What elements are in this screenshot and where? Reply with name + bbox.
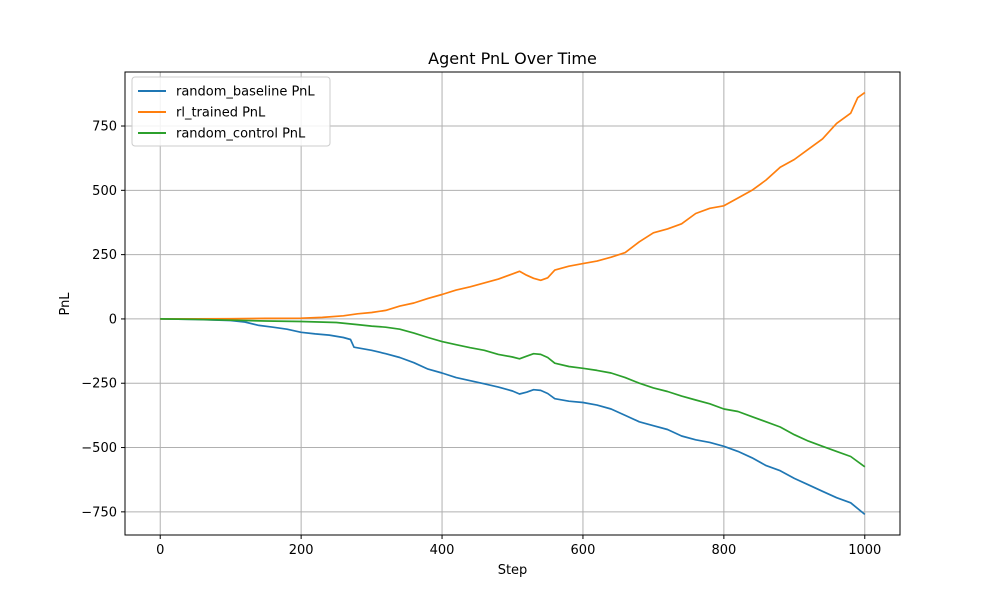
series-line-rl-trained-pnl [160, 91, 866, 320]
y-tick-label: −250 [81, 377, 117, 392]
grid-lines [125, 72, 900, 535]
chart-title: Agent PnL Over Time [428, 49, 597, 68]
x-tick-label: 200 [289, 543, 314, 558]
y-tick-label: −500 [81, 441, 117, 456]
legend-entry: random_baseline PnL [176, 85, 315, 100]
legend-entry: rl_trained PnL [176, 106, 266, 121]
y-tick-label: 250 [92, 248, 117, 263]
axis-ticks: 0 200 400 600 800 1000 −750 −500 −250 0 250 500 750 [81, 120, 881, 558]
x-tick-label: 800 [711, 543, 736, 558]
y-tick-label: 500 [92, 184, 117, 199]
series-line-random-control-pnl [160, 318, 866, 468]
y-axis-label: PnL [58, 292, 73, 316]
legend: random_baseline PnL rl_trained PnL random_… [131, 76, 331, 147]
y-tick-label: 750 [92, 120, 117, 135]
series-line-random-baseline-pnl [160, 318, 866, 516]
x-axis-label: Step [498, 563, 528, 578]
series-lines [160, 91, 866, 516]
legend-entry: random_control PnL [176, 127, 306, 142]
legend-box [131, 76, 331, 147]
x-tick-label: 1000 [848, 543, 881, 558]
x-tick-label: 400 [430, 543, 455, 558]
y-tick-label: −750 [81, 505, 117, 520]
x-tick-label: 600 [571, 543, 596, 558]
y-tick-label: 0 [109, 312, 117, 327]
plot-frame [124, 71, 901, 536]
x-tick-label: 0 [156, 543, 164, 558]
